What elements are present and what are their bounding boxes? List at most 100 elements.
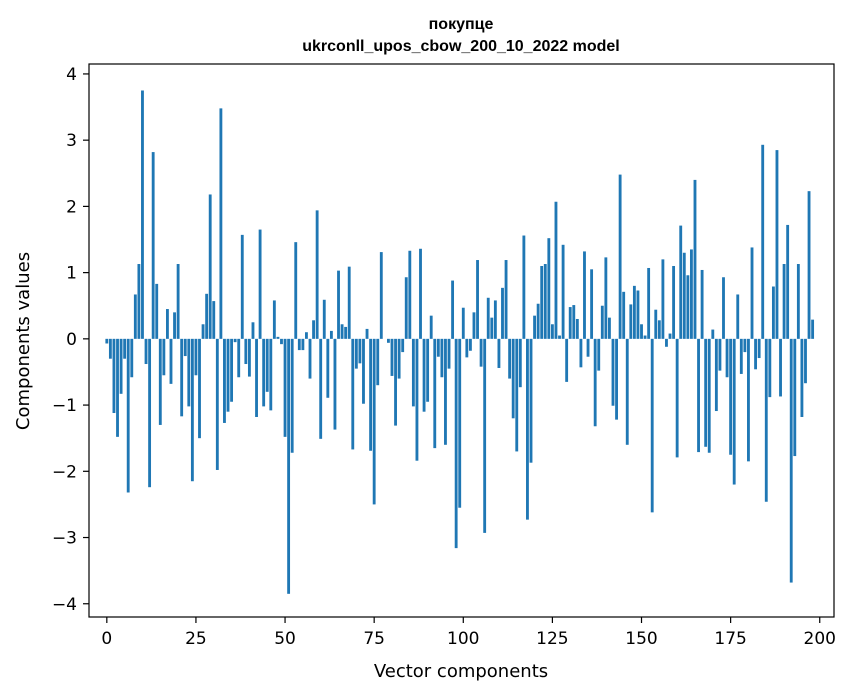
x-tick-label: 150 [625, 629, 657, 649]
bar-14 [155, 283, 159, 339]
bar-87 [415, 338, 419, 461]
y-tick-label: −4 [52, 595, 77, 615]
bar-174 [725, 338, 729, 378]
bar-159 [672, 265, 676, 339]
bar-56 [305, 332, 308, 339]
bar-129 [565, 338, 569, 382]
bar-128 [561, 244, 565, 339]
y-tick-label: −2 [52, 462, 77, 482]
bar-116 [518, 338, 522, 388]
bar-195 [800, 338, 804, 417]
bar-45 [265, 338, 269, 392]
bar-198 [811, 319, 815, 339]
bar-123 [543, 264, 547, 339]
bar-117 [522, 235, 526, 339]
bar-141 [608, 317, 611, 339]
bar-112 [504, 260, 508, 339]
bar-133 [579, 338, 583, 368]
bar-92 [433, 338, 437, 449]
bar-151 [643, 335, 647, 339]
bar-55 [301, 338, 305, 351]
bar-47 [272, 300, 276, 339]
bar-161 [679, 225, 683, 339]
bar-36 [233, 338, 237, 343]
bar-130 [568, 307, 572, 339]
bar-11 [144, 338, 148, 365]
bar-46 [269, 338, 273, 411]
bar-127 [558, 335, 561, 339]
bar-180 [747, 338, 750, 462]
bar-137 [593, 338, 597, 427]
x-tick-label: 75 [363, 629, 385, 649]
bar-196 [804, 338, 807, 384]
bar-145 [622, 291, 626, 339]
bar-41 [251, 322, 255, 339]
bar-54 [297, 338, 301, 351]
bar-24 [190, 338, 194, 482]
bar-144 [618, 174, 622, 339]
bar-85 [408, 250, 412, 339]
chart-subtitle: ukrconll_upos_cbow_200_10_2022 model [302, 38, 619, 55]
bar-160 [675, 338, 679, 458]
bar-50 [283, 338, 287, 437]
bar-12 [148, 338, 152, 488]
bar-178 [739, 338, 743, 374]
bar-136 [590, 269, 594, 339]
bar-44 [262, 338, 266, 407]
bar-102 [468, 338, 472, 351]
bar-31 [215, 338, 219, 470]
bar-75 [372, 338, 376, 505]
bar-89 [422, 338, 426, 412]
bar-154 [654, 309, 658, 339]
bar-67 [344, 326, 348, 339]
bar-119 [529, 338, 533, 463]
bar-122 [540, 265, 544, 339]
bar-6 [126, 338, 130, 493]
bar-100 [461, 307, 465, 339]
bar-149 [636, 290, 640, 339]
bar-17 [166, 309, 169, 339]
bar-73 [365, 328, 369, 339]
bar-62 [326, 338, 330, 398]
bar-16 [162, 338, 166, 376]
bar-51 [287, 338, 291, 594]
bar-146 [625, 338, 629, 445]
bar-58 [312, 320, 315, 339]
bar-118 [526, 338, 529, 520]
bar-52 [290, 338, 294, 453]
bar-69 [351, 338, 355, 450]
bar-147 [629, 304, 633, 339]
bar-173 [722, 277, 725, 339]
y-tick-label: 1 [66, 264, 77, 284]
x-tick-label: 175 [714, 629, 746, 649]
bar-74 [369, 338, 373, 451]
bar-48 [276, 336, 280, 339]
bar-113 [508, 338, 512, 379]
bar-150 [640, 324, 643, 339]
bar-125 [550, 324, 554, 339]
y-tick-label: −3 [52, 529, 77, 549]
bar-101 [465, 338, 469, 358]
x-axis-ticks: 0 25 50 75 100 125 150 175 200 [101, 617, 836, 649]
bar-165 [693, 179, 697, 339]
bar-106 [483, 338, 487, 533]
bar-7 [130, 338, 134, 378]
bar-64 [333, 338, 337, 430]
bar-131 [572, 305, 576, 339]
bar-166 [697, 338, 700, 453]
bar-172 [718, 338, 722, 371]
bar-167 [700, 269, 704, 339]
bar-34 [226, 338, 230, 412]
bar-158 [668, 333, 672, 339]
bar-156 [661, 259, 665, 339]
bar-43 [258, 229, 262, 339]
bar-115 [515, 338, 519, 452]
bar-35 [230, 338, 234, 402]
bar-164 [689, 249, 693, 339]
bar-53 [294, 242, 298, 339]
bar-124 [547, 238, 551, 339]
bar-29 [208, 194, 212, 339]
bar-134 [583, 251, 586, 339]
